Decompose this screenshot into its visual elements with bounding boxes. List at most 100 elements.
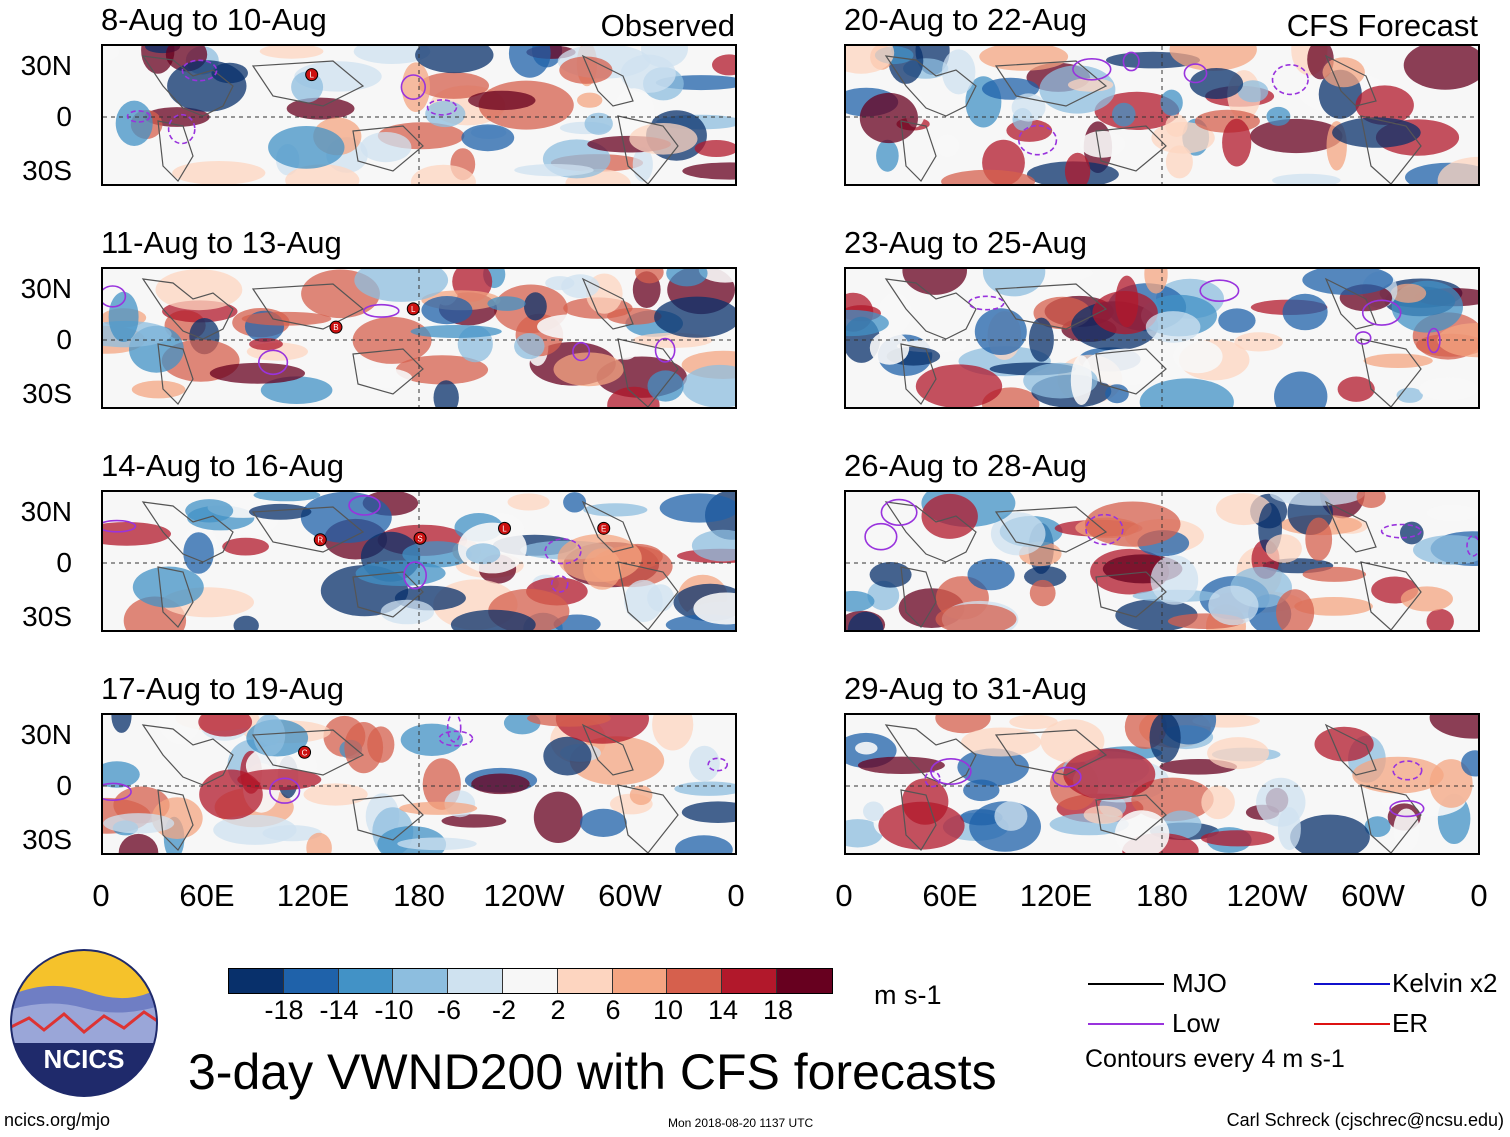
anomaly-blob xyxy=(1437,156,1478,184)
coastline xyxy=(1095,125,1167,172)
coastline xyxy=(900,789,937,851)
anomaly-map xyxy=(844,44,1480,186)
lon-label: 180 xyxy=(1136,878,1188,913)
anomaly-blob xyxy=(624,579,663,623)
anomaly-blob xyxy=(1105,384,1129,404)
low-contour xyxy=(1122,51,1140,72)
source-link[interactable]: ncics.org/mjo xyxy=(4,1110,111,1130)
anomaly-blob xyxy=(433,380,459,407)
anomaly-blob xyxy=(1165,145,1193,179)
anomaly-blob xyxy=(1218,308,1256,333)
coastline xyxy=(352,571,424,618)
coastline xyxy=(900,343,937,405)
coastline xyxy=(1360,784,1422,853)
lat-label-30n: 30N xyxy=(20,496,72,527)
colorbar-label: 10 xyxy=(652,995,684,1025)
anomaly-blob xyxy=(514,333,545,360)
anomaly-blob xyxy=(355,560,446,586)
colorbar-cell xyxy=(502,969,558,993)
storm-marker: B xyxy=(329,320,343,334)
map-canvas: L xyxy=(103,46,735,184)
anomaly-blob xyxy=(353,46,431,64)
anomaly-blob xyxy=(902,269,967,295)
anomaly-blob xyxy=(612,338,639,360)
anomaly-blob xyxy=(1201,785,1235,820)
coastline xyxy=(617,561,679,630)
coastline xyxy=(994,60,1108,107)
anomaly-blob xyxy=(580,808,627,837)
anomaly-blob xyxy=(1413,535,1478,565)
anomaly-blob xyxy=(921,493,978,539)
anomaly-blob xyxy=(344,722,384,774)
anomaly-blob xyxy=(1145,311,1201,343)
lon-label: 0 xyxy=(1470,878,1488,913)
coastline xyxy=(157,120,194,182)
low-contour xyxy=(1018,124,1058,156)
coastline xyxy=(141,55,234,117)
anomaly-blob xyxy=(1418,377,1478,401)
coastline xyxy=(1360,561,1422,630)
storm-marker: S xyxy=(413,531,427,545)
anomaly-blob xyxy=(681,801,735,823)
anomaly-blob xyxy=(1234,332,1284,352)
anomaly-blob xyxy=(974,308,1027,355)
anomaly-blob xyxy=(1403,46,1478,90)
low-contour xyxy=(438,730,474,747)
anomaly-blob xyxy=(1149,715,1181,763)
low-contour xyxy=(1183,63,1208,84)
lon-label: 120E xyxy=(1019,878,1093,913)
colorbar-cell xyxy=(776,969,832,993)
anomaly-blob xyxy=(1079,130,1126,158)
anomaly-blob xyxy=(935,134,960,157)
low-contour xyxy=(1389,799,1425,818)
low-contour xyxy=(103,782,132,801)
anomaly-blob xyxy=(1029,579,1056,607)
anomaly-blob xyxy=(1160,89,1183,116)
coastline xyxy=(617,784,679,853)
coastline xyxy=(352,794,424,841)
anomaly-blob xyxy=(666,269,708,287)
anomaly-blob xyxy=(846,309,889,337)
anomaly-blob xyxy=(421,296,473,325)
anomaly-map: L xyxy=(101,44,737,186)
svg-text:C: C xyxy=(302,748,308,757)
anomaly-blob xyxy=(303,783,368,806)
anomaly-blob xyxy=(395,355,489,385)
low-contour xyxy=(1355,331,1372,345)
anomaly-blob xyxy=(1063,748,1156,800)
anomaly-blob xyxy=(380,599,434,625)
anomaly-blob xyxy=(846,590,875,612)
panel-title: 17-Aug to 19-Aug xyxy=(101,671,345,706)
anomaly-blob xyxy=(682,162,735,180)
low-contour xyxy=(654,337,676,363)
anomaly-blob xyxy=(1290,814,1370,853)
anomaly-blob xyxy=(846,46,895,74)
anomaly-blob xyxy=(654,296,735,338)
colorbar-label: -18 xyxy=(264,995,304,1025)
coastline xyxy=(581,500,634,553)
anomaly-blob xyxy=(935,715,991,734)
coastline xyxy=(157,566,194,628)
anomaly-blob xyxy=(115,100,153,146)
anomaly-blob xyxy=(402,541,472,568)
low-contour xyxy=(1072,57,1112,81)
anomaly-blob xyxy=(441,814,507,828)
coastline xyxy=(1324,500,1377,553)
anomaly-blob xyxy=(1276,589,1315,630)
legend-swatch-kelvin xyxy=(1314,983,1390,985)
ncics-logo: NCICS xyxy=(9,948,159,1098)
anomaly-blob xyxy=(1314,726,1374,762)
panel-title: 14-Aug to 16-Aug xyxy=(101,448,345,483)
low-contour xyxy=(968,295,1005,311)
anomaly-blob xyxy=(647,370,684,402)
anomaly-blob xyxy=(1426,608,1454,630)
low-contour xyxy=(864,522,898,551)
anomaly-blob xyxy=(155,269,243,311)
anomaly-blob xyxy=(487,296,526,311)
coastline xyxy=(352,125,424,172)
coastline xyxy=(994,506,1108,553)
lat-label-30s: 30S xyxy=(22,155,72,186)
anomaly-blob xyxy=(1302,566,1366,582)
anomaly-blob xyxy=(979,46,1069,71)
lon-label: 60W xyxy=(598,878,662,913)
